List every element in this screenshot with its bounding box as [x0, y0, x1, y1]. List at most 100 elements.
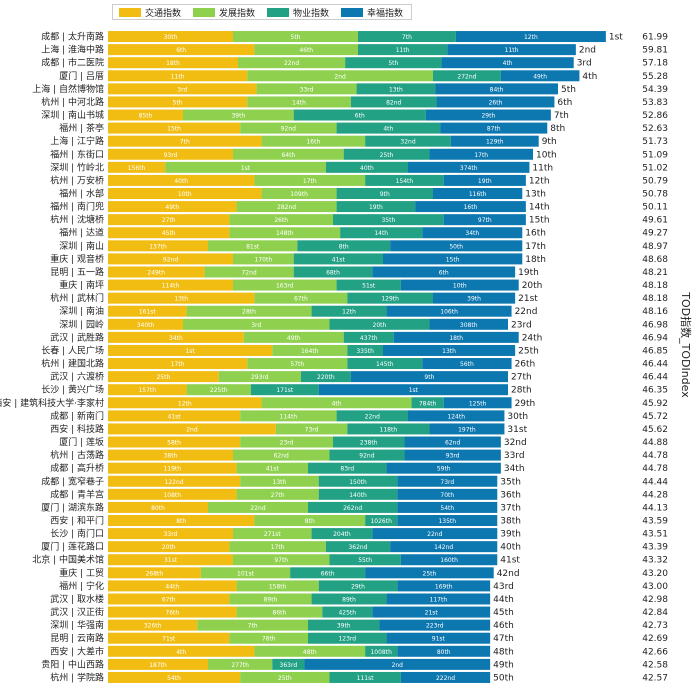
bar-segment-property — [365, 645, 398, 657]
bar-segment-transport — [108, 658, 208, 670]
row-label: 武汉 | 六渡桥 — [50, 371, 104, 383]
bar-segment-happiness — [404, 449, 501, 461]
bar-segment-development — [229, 227, 341, 239]
segment-rank-label: 41st — [332, 256, 346, 263]
overall-rank-label: 37th — [500, 503, 521, 513]
bar-segment-transport — [108, 318, 183, 330]
segment-rank-label: 7th — [180, 139, 190, 146]
segment-rank-label: 437th — [360, 335, 378, 342]
bar-segment-transport — [108, 567, 201, 579]
segment-rank-label: 20th — [162, 544, 176, 551]
tod-index-value: 44.88 — [642, 438, 668, 448]
bar-segment-transport — [108, 44, 255, 56]
bar-segment-happiness — [397, 580, 491, 592]
bar-segment-development — [256, 83, 357, 95]
bar-segment-happiness — [433, 292, 516, 304]
row-label: 昆明 | 云南路 — [50, 632, 104, 644]
segment-rank-label: 362nd — [348, 544, 367, 551]
overall-rank-label: 49th — [493, 660, 514, 670]
segment-rank-label: 335th — [356, 348, 374, 355]
overall-rank-label: 26th — [515, 360, 536, 370]
segment-rank-label: 54th — [440, 505, 454, 512]
row-label: 重庆 | 观音桥 — [50, 253, 104, 265]
overall-rank-label: 27th — [511, 373, 532, 383]
bar-segment-property — [308, 501, 398, 513]
overall-rank-label: 9th — [542, 137, 557, 147]
bar-segment-property — [311, 593, 387, 605]
legend-swatch-property — [267, 7, 290, 17]
bar-segment-transport — [108, 475, 241, 487]
bar-segment-property — [293, 109, 426, 121]
bar-segment-property — [347, 292, 433, 304]
bar-segment-property — [308, 632, 387, 644]
bar-segment-happiness — [429, 148, 533, 160]
legend-label-happiness: 幸福指数 — [367, 8, 404, 19]
segment-rank-label: 106th — [440, 309, 458, 316]
tod-index-value: 59.81 — [642, 46, 668, 56]
segment-rank-label: 33rd — [300, 86, 314, 93]
segment-rank-label: 17th — [171, 361, 185, 368]
overall-rank-label: 47th — [493, 634, 514, 644]
bar-segment-development — [233, 148, 344, 160]
segment-rank-label: 26th — [274, 217, 288, 224]
bar-segment-property — [311, 305, 387, 317]
segment-rank-label: 158th — [269, 583, 287, 590]
segment-rank-label: 59th — [437, 466, 451, 473]
row-label: 成都 | 青羊宫 — [50, 488, 104, 500]
bar-segment-happiness — [435, 83, 558, 95]
bar-segment-property — [325, 541, 391, 553]
segment-rank-label: 18th — [449, 335, 463, 342]
segment-rank-label: 238th — [360, 440, 378, 447]
segment-rank-label: 154th — [396, 178, 414, 185]
bar-segment-happiness — [318, 384, 508, 396]
bar-segment-happiness — [440, 122, 548, 134]
bar-segment-happiness — [397, 501, 498, 513]
bar-segment-property — [329, 449, 405, 461]
segment-rank-label: 40th — [360, 165, 374, 172]
bar-segment-development — [208, 501, 308, 513]
bar-segment-property — [336, 122, 441, 134]
tod-index-value: 44.28 — [642, 490, 668, 500]
tod-index-value: 46.98 — [642, 320, 668, 330]
segment-rank-label: 1st — [241, 165, 251, 172]
overall-rank-label: 12th — [529, 176, 550, 186]
bar-segment-happiness — [443, 214, 526, 226]
bar-segment-transport — [108, 515, 255, 526]
tod-index-value: 43.32 — [642, 556, 668, 566]
segment-rank-label: 92nd — [359, 453, 374, 460]
segment-rank-label: 6th — [439, 269, 449, 276]
segment-rank-label: 5th — [388, 60, 398, 67]
legend-item-transport: 交通指数 — [119, 6, 181, 19]
segment-rank-label: 197th — [458, 426, 476, 433]
segment-rank-label: 140th — [349, 492, 367, 499]
overall-rank-label: 4th — [582, 72, 597, 82]
bar-segment-happiness — [386, 462, 501, 474]
tod-index-value: 52.86 — [642, 111, 668, 121]
row-label: 福州 | 茶亭 — [59, 122, 104, 134]
segment-rank-label: 80th — [437, 649, 451, 656]
row-label: 厦门 | 莲坂 — [59, 436, 104, 448]
bar-segment-property — [336, 410, 408, 422]
tod-index-value: 45.92 — [642, 399, 668, 409]
bar-segment-happiness — [379, 619, 491, 631]
bar-segment-transport — [108, 384, 187, 396]
bar-segment-transport — [108, 671, 241, 683]
bar-segment-development — [183, 318, 330, 330]
bar-segment-development — [247, 70, 433, 82]
tod-index-value: 50.79 — [642, 176, 668, 186]
bar-segment-transport — [108, 541, 230, 553]
bar-segment-transport — [108, 96, 248, 108]
segment-rank-label: 97th — [274, 557, 288, 564]
bar-segment-property — [329, 671, 401, 683]
bar-segment-property — [340, 227, 423, 239]
bar-segment-property — [365, 174, 444, 186]
tod-index-value: 42.69 — [642, 634, 668, 644]
bar-segment-transport — [108, 632, 230, 644]
segment-rank-label: 41st — [168, 413, 182, 420]
segment-rank-label: 6th — [176, 47, 186, 54]
bar-segment-transport — [108, 331, 244, 343]
segment-rank-label: 27th — [271, 492, 285, 499]
segment-rank-label: 13th — [442, 348, 456, 355]
row-label: 杭州 | 古荡路 — [50, 449, 104, 461]
bar-segment-property — [411, 397, 444, 409]
